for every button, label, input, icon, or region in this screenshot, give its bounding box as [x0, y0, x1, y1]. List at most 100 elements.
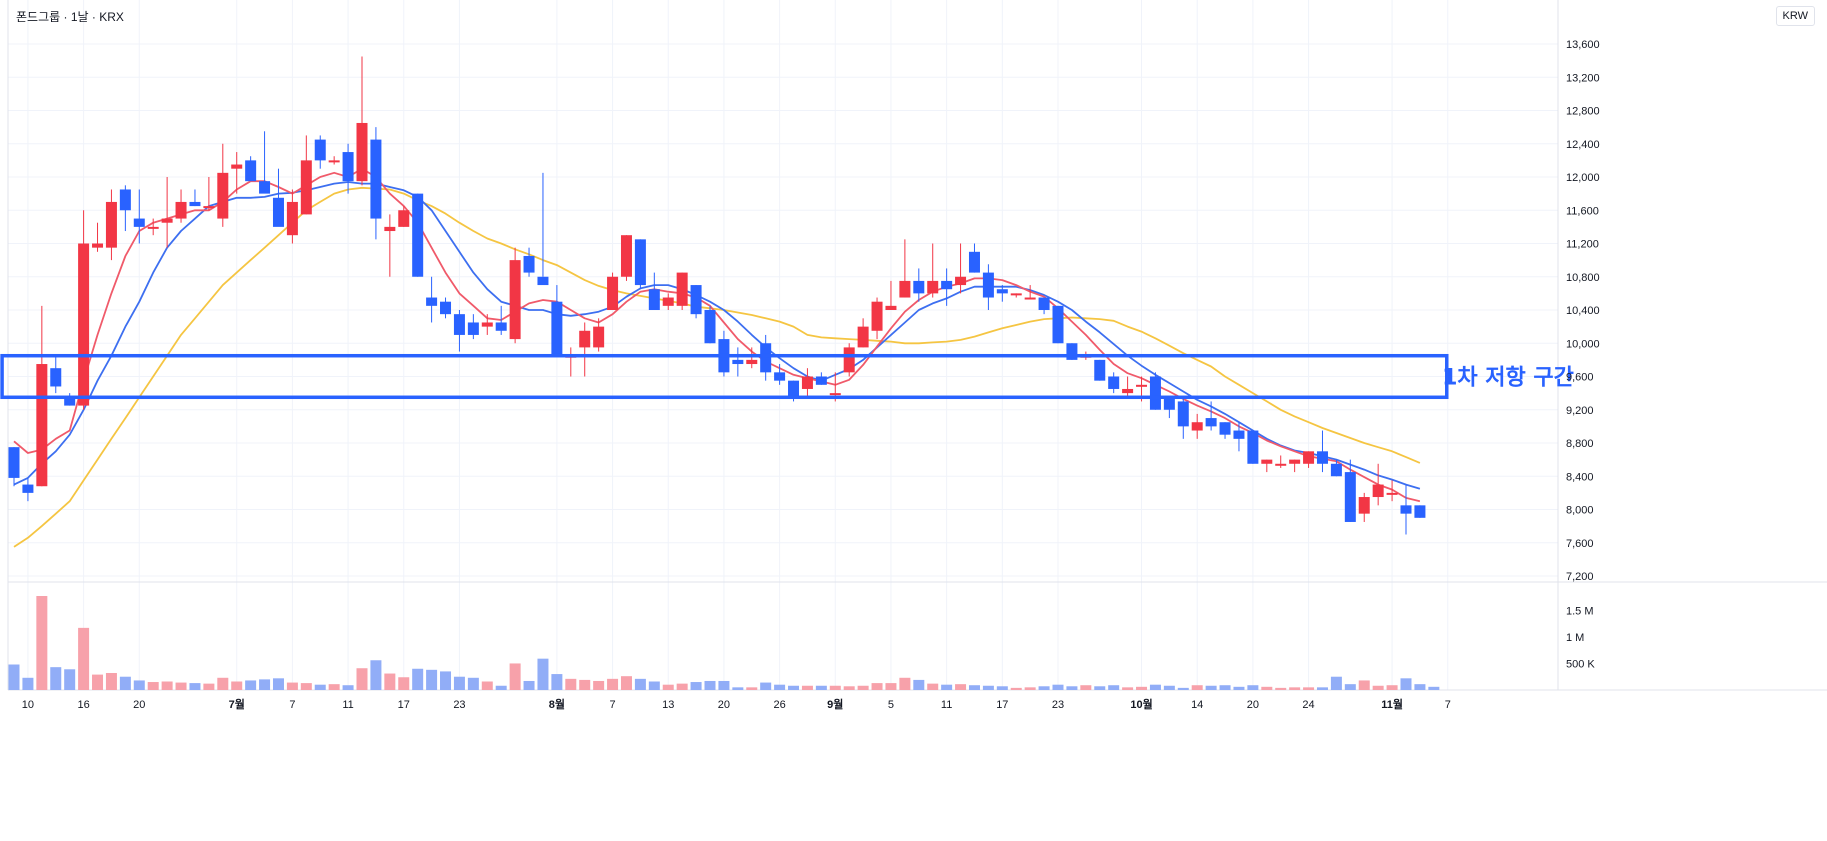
volume-bar [356, 668, 368, 690]
candle-body [426, 297, 438, 306]
candle-body [147, 226, 159, 229]
candle-body [314, 139, 326, 161]
volume-bar [453, 676, 465, 690]
candle-body [481, 322, 493, 327]
ma20-line [13, 186, 1421, 548]
volume-bar [342, 685, 354, 690]
candle-body [801, 376, 813, 389]
volume-bar [843, 686, 855, 690]
volume-bar [1080, 685, 1092, 690]
candle-body [704, 310, 716, 344]
candle-body [272, 197, 284, 227]
candle-body [1149, 376, 1161, 410]
time-tick-label: 20 [718, 699, 730, 711]
candle-body [634, 239, 646, 286]
candle-body [8, 447, 20, 478]
time-tick-label: 11 [342, 699, 353, 711]
volume-bar [259, 679, 271, 690]
candle-body [22, 484, 34, 493]
candle-body [286, 201, 298, 236]
candle-body [648, 289, 660, 310]
volume-bar [1233, 686, 1245, 690]
volume-bar [50, 667, 62, 690]
time-tick-label: 11 [941, 699, 952, 711]
price-tick-label: 10,000 [1566, 338, 1600, 350]
candle-body [955, 276, 967, 286]
resistance-zone-label: 1차 저항 구간 [1442, 366, 1574, 391]
volume-bar [1010, 687, 1022, 690]
volume-bar [1066, 686, 1078, 690]
candle-body [189, 201, 201, 207]
volume-bar [495, 685, 507, 690]
volume-bar [676, 683, 688, 690]
candle-body [1108, 376, 1120, 389]
volume-bar [328, 684, 340, 690]
volume-bar [1052, 684, 1064, 690]
price-tick-label: 9,600 [1566, 372, 1594, 384]
volume-bar [690, 682, 702, 690]
volume-bar [1400, 678, 1412, 690]
candle-body [384, 226, 396, 232]
candle-body [50, 368, 62, 387]
candle-body [1136, 384, 1148, 387]
time-tick-label: 23 [453, 699, 465, 711]
candle-body [1205, 418, 1217, 427]
candle-body [1247, 430, 1259, 464]
time-tick-label: 14 [1191, 699, 1203, 711]
candle-body [300, 160, 312, 215]
price-tick-label: 7,600 [1566, 538, 1594, 550]
candle-body [1344, 472, 1356, 522]
volume-bar [426, 669, 438, 690]
volume-bar [607, 678, 619, 690]
volume-tick-label: 500 K [1566, 658, 1595, 670]
candle-body [1233, 430, 1245, 439]
volume-bar [64, 669, 76, 690]
volume-bar [1358, 680, 1370, 690]
symbol-title: 폰드그룹 · 1날 · KRX [16, 10, 124, 24]
candle-body [231, 164, 243, 169]
volume-bar [384, 673, 396, 690]
volume-bar [1247, 685, 1259, 690]
resistance-zone-box [0, 353, 1449, 400]
volume-bar [1038, 686, 1050, 690]
candle-body [829, 393, 841, 396]
candle-body [1219, 422, 1231, 435]
price-tick-label: 12,400 [1566, 139, 1600, 151]
candle-body [690, 285, 702, 315]
candle-body [328, 160, 340, 163]
price-tick-label: 11,600 [1566, 205, 1599, 217]
price-tick-label: 13,200 [1566, 72, 1600, 84]
volume-bar [1219, 685, 1231, 690]
candle-body [1122, 388, 1134, 394]
volume-bar [272, 678, 284, 690]
candle-body [203, 206, 215, 209]
volume-bar [133, 680, 145, 690]
candle-body [927, 280, 939, 294]
candle-body [982, 272, 994, 298]
volume-bar [829, 685, 841, 690]
candle-body [815, 376, 827, 385]
volume-bar [815, 685, 827, 690]
candle-body [579, 330, 591, 348]
candle-body [356, 122, 368, 182]
volume-bar [1094, 686, 1106, 690]
candle-body [1094, 359, 1106, 381]
volume-bar [161, 681, 173, 690]
volume-bar [885, 683, 897, 690]
volume-bar [648, 681, 660, 690]
candle-body [1038, 297, 1050, 310]
volume-bar [982, 685, 994, 690]
time-tick-label: 17 [398, 699, 410, 711]
candle-body [1177, 401, 1189, 427]
volume-bar [955, 684, 967, 690]
volume-bar [1316, 687, 1328, 690]
candle-body [78, 243, 90, 406]
candle-body [64, 397, 76, 406]
price-tick-label: 12,800 [1566, 106, 1600, 118]
candle-body [607, 276, 619, 310]
currency-label[interactable]: KRW [1775, 6, 1815, 26]
volume-bar [857, 685, 869, 690]
time-tick-label: 7 [289, 699, 295, 711]
